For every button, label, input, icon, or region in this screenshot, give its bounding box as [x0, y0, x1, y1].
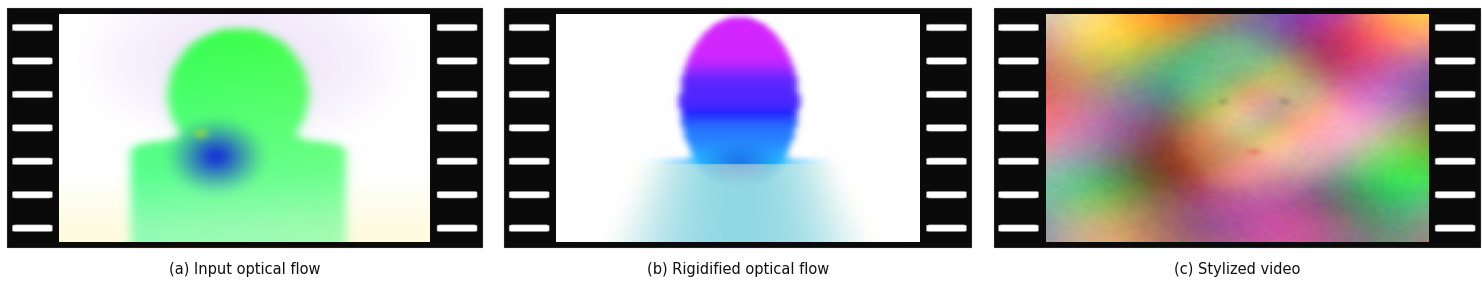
FancyBboxPatch shape — [437, 91, 478, 98]
FancyBboxPatch shape — [12, 91, 52, 98]
FancyBboxPatch shape — [998, 158, 1038, 165]
Bar — [7, 8, 482, 247]
Text: (c) Stylized video: (c) Stylized video — [1173, 262, 1301, 277]
FancyBboxPatch shape — [437, 158, 478, 165]
FancyBboxPatch shape — [1436, 24, 1476, 31]
FancyBboxPatch shape — [509, 124, 549, 131]
FancyBboxPatch shape — [437, 225, 478, 232]
FancyBboxPatch shape — [998, 225, 1038, 232]
FancyBboxPatch shape — [437, 24, 478, 31]
FancyBboxPatch shape — [1436, 158, 1476, 165]
FancyBboxPatch shape — [437, 191, 478, 198]
FancyBboxPatch shape — [509, 225, 549, 232]
FancyBboxPatch shape — [509, 24, 549, 31]
FancyBboxPatch shape — [927, 58, 967, 64]
FancyBboxPatch shape — [1436, 124, 1476, 131]
FancyBboxPatch shape — [927, 124, 967, 131]
FancyBboxPatch shape — [509, 191, 549, 198]
FancyBboxPatch shape — [437, 58, 478, 64]
FancyBboxPatch shape — [998, 91, 1038, 98]
FancyBboxPatch shape — [927, 24, 967, 31]
FancyBboxPatch shape — [12, 58, 52, 64]
FancyBboxPatch shape — [509, 158, 549, 165]
FancyBboxPatch shape — [1436, 58, 1476, 64]
FancyBboxPatch shape — [12, 124, 52, 131]
FancyBboxPatch shape — [998, 58, 1038, 64]
FancyBboxPatch shape — [509, 91, 549, 98]
FancyBboxPatch shape — [12, 24, 52, 31]
FancyBboxPatch shape — [1436, 225, 1476, 232]
FancyBboxPatch shape — [1436, 91, 1476, 98]
FancyBboxPatch shape — [12, 225, 52, 232]
Bar — [504, 8, 971, 247]
Text: (b) Rigidified optical flow: (b) Rigidified optical flow — [647, 262, 829, 277]
FancyBboxPatch shape — [998, 24, 1038, 31]
FancyBboxPatch shape — [12, 191, 52, 198]
FancyBboxPatch shape — [927, 225, 967, 232]
FancyBboxPatch shape — [998, 191, 1038, 198]
FancyBboxPatch shape — [927, 191, 967, 198]
FancyBboxPatch shape — [437, 124, 478, 131]
FancyBboxPatch shape — [927, 91, 967, 98]
FancyBboxPatch shape — [927, 158, 967, 165]
FancyBboxPatch shape — [509, 58, 549, 64]
FancyBboxPatch shape — [998, 124, 1038, 131]
Bar — [994, 8, 1480, 247]
FancyBboxPatch shape — [1436, 191, 1476, 198]
FancyBboxPatch shape — [12, 158, 52, 165]
Text: (a) Input optical flow: (a) Input optical flow — [169, 262, 320, 277]
